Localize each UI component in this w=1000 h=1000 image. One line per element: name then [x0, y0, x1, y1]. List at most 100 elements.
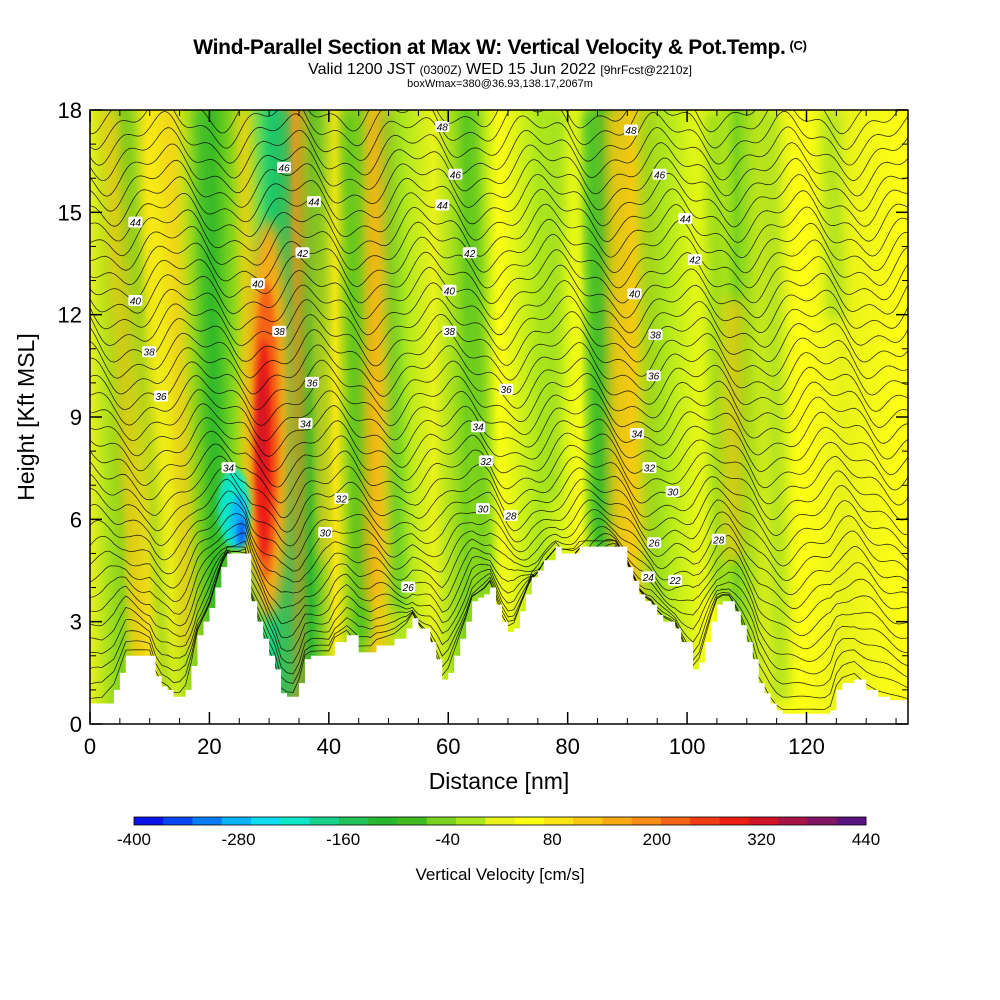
- svg-text:40: 40: [130, 297, 142, 308]
- colorbar-tick-label: 440: [852, 830, 880, 849]
- colorbar-swatch: [573, 817, 603, 825]
- isentrope-label: 30: [665, 486, 680, 499]
- isentrope-line: [90, 295, 908, 352]
- isentrope-line: [90, 264, 908, 320]
- chart-subtitle: Valid 1200 JST (0300Z) WED 15 Jun 2022 […: [0, 61, 1000, 79]
- svg-text:40: 40: [629, 290, 641, 301]
- svg-text:28: 28: [712, 535, 725, 546]
- isentrope-label: 38: [142, 346, 157, 359]
- y-tick-label: 15: [58, 200, 82, 225]
- subtitle-date: WED 15 Jun 2022: [466, 61, 596, 78]
- isentrope-label: 40: [128, 295, 143, 308]
- isentrope-line: [90, 280, 908, 336]
- svg-text:32: 32: [480, 457, 492, 468]
- isentrope-line: [90, 110, 863, 135]
- colorbar: -400 -280 -160 -40 80 200 320 440: [117, 816, 880, 849]
- isentrope-label: 36: [646, 370, 661, 383]
- svg-text:34: 34: [631, 430, 643, 441]
- isentrope-line: [90, 545, 908, 675]
- colorbar-swatch: [514, 817, 545, 825]
- title-mark: (C): [789, 38, 807, 53]
- x-tick-label: 80: [555, 734, 579, 759]
- x-tick-label: 0: [84, 734, 96, 759]
- isentrope-label: 32: [478, 455, 493, 468]
- colorbar-swatch: [602, 817, 633, 825]
- svg-text:40: 40: [444, 286, 456, 297]
- svg-text:32: 32: [644, 464, 656, 475]
- isentrope-label: 34: [221, 462, 236, 475]
- isentrope-label: 44: [128, 216, 143, 229]
- isentrope-label: 42: [295, 247, 310, 260]
- isentrope-line: [90, 455, 908, 521]
- isentrope-label: 38: [648, 329, 663, 342]
- colorbar-swatch: [163, 817, 194, 825]
- isentrope-line: [90, 388, 908, 444]
- colorbar-tick-label: -400: [117, 830, 151, 849]
- svg-text:48: 48: [625, 126, 637, 137]
- isentrope-label: 42: [462, 247, 477, 260]
- svg-text:38: 38: [444, 327, 456, 338]
- colorbar-swatch: [368, 817, 399, 825]
- isentrope-label: 48: [623, 124, 638, 137]
- isentrope-label: 46: [277, 161, 292, 174]
- updraft-core: [246, 220, 290, 620]
- colorbar-tick-label: 320: [747, 830, 775, 849]
- x-tick-label: 20: [197, 734, 221, 759]
- isentrope-label: 34: [298, 417, 313, 430]
- velocity-field: 34 36 38 40 44 40 38 36 34 32 30 26 46 44 42 48 46 44 42 40…: [90, 110, 908, 724]
- y-tick-label: 18: [58, 98, 82, 123]
- isentrope-label: 26: [647, 537, 662, 550]
- y-tick-label: 6: [70, 507, 82, 532]
- svg-text:48: 48: [437, 123, 449, 134]
- isentrope-label: 36: [305, 376, 320, 389]
- isentrope-label: 28: [711, 533, 726, 546]
- isentrope-line: [90, 478, 908, 552]
- colorbar-swatch: [778, 817, 808, 825]
- isentrope-labels: 34 36 38 40 44 40 38 36 34 32 30 26 46 44 42 48 46 44 42 40…: [128, 121, 726, 594]
- colorbar-swatch: [836, 817, 867, 825]
- isentrope-line: [90, 417, 908, 476]
- y-tick-label: 12: [58, 303, 82, 328]
- isentrope-label: 36: [154, 390, 169, 403]
- isentrope-label: 40: [627, 288, 642, 301]
- isentrope-line: [90, 430, 908, 491]
- isentrope-label: 30: [475, 503, 490, 516]
- svg-text:46: 46: [654, 170, 666, 181]
- isentrope-label: 46: [448, 168, 463, 181]
- colorbar-swatch: [192, 817, 223, 825]
- svg-text:28: 28: [504, 511, 517, 522]
- isentrope-label: 46: [652, 168, 667, 181]
- svg-text:30: 30: [667, 488, 679, 499]
- colorbar-swatch: [251, 817, 281, 825]
- isentrope-line: [90, 533, 908, 636]
- colorbar-swatch: [690, 817, 721, 825]
- colorbar-swatch: [426, 817, 457, 825]
- isentrope-line: [90, 249, 908, 304]
- svg-text:30: 30: [320, 528, 332, 539]
- velocity-streaks: [100, 110, 845, 700]
- svg-text:38: 38: [650, 331, 662, 342]
- colorbar-swatch: [309, 817, 340, 825]
- colorbar-tick-label: 80: [543, 830, 562, 849]
- colorbar-tick-label: -40: [435, 830, 460, 849]
- isentrope-line: [90, 357, 908, 412]
- svg-text:44: 44: [130, 218, 142, 229]
- subtitle-forecast: [9hrFcst@2210z]: [600, 63, 692, 77]
- isentrope-label: 42: [687, 254, 702, 267]
- svg-text:38: 38: [274, 327, 286, 338]
- isentrope-line: [90, 341, 908, 397]
- svg-text:34: 34: [300, 419, 312, 430]
- svg-text:22: 22: [669, 576, 682, 587]
- y-tick-label: 9: [70, 405, 82, 430]
- isentrope-label: 34: [629, 428, 644, 441]
- svg-text:40: 40: [252, 279, 264, 290]
- isentrope-label: 38: [442, 325, 457, 338]
- isentrope-label: 36: [499, 383, 514, 396]
- svg-text:36: 36: [648, 372, 660, 383]
- colorbar-swatch: [338, 817, 369, 825]
- isentrope-label: 44: [306, 196, 321, 209]
- isentrope-lines: [90, 110, 908, 710]
- colorbar-swatch: [280, 817, 311, 825]
